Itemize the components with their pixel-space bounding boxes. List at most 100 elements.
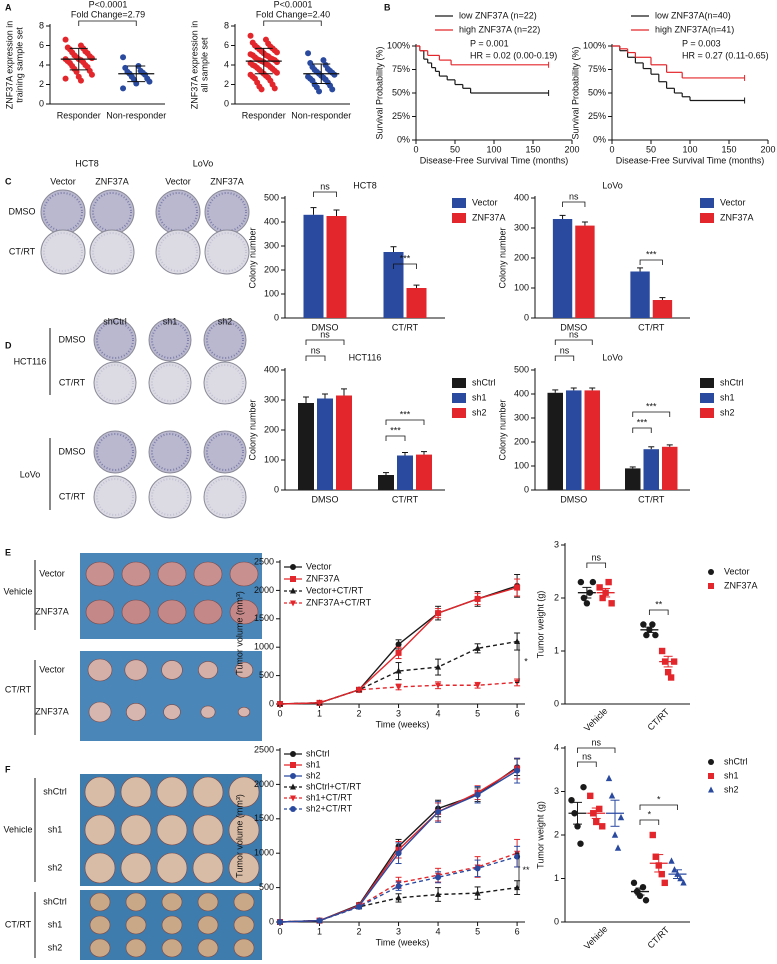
legend-label: ZNF37A (306, 573, 340, 583)
photo-label: LoVo (20, 469, 41, 479)
data-point (514, 679, 521, 686)
tumor (197, 892, 219, 912)
data-point (277, 701, 283, 708)
x-tick-label: 5 (475, 708, 480, 718)
y-tick-label: 8 (224, 20, 229, 30)
y-axis-label: Colony number (247, 399, 257, 460)
culture-plate (148, 318, 192, 362)
x-tick-label: DMSO (312, 494, 339, 504)
legend-marker (290, 751, 296, 757)
tumor (89, 938, 111, 958)
chart-title: HCT8 (353, 180, 377, 190)
bar (298, 403, 314, 490)
data-point (395, 850, 402, 857)
plate-rim (206, 321, 244, 359)
data-point (277, 919, 283, 925)
data-point (639, 884, 647, 891)
y-tick-label: 2500 (254, 556, 274, 566)
culture-plate (93, 475, 137, 519)
y-tick-label: 2 (554, 592, 559, 602)
legend-label: sh2 (720, 407, 735, 417)
plate-rim (207, 192, 247, 232)
legend-swatch (700, 198, 714, 208)
data-point (658, 870, 665, 878)
data-point (608, 792, 616, 799)
photo-label: DMSO (9, 206, 36, 216)
tumor (200, 705, 216, 719)
photo-label: CT/RT (5, 684, 32, 694)
y-tick-label: 2 (224, 79, 229, 89)
photo-label: HCT116 (14, 356, 47, 366)
x-axis-label: Disease-Free Survival Time (months) (420, 155, 569, 165)
x-tick-label: 3 (396, 926, 401, 936)
data-point (258, 86, 265, 93)
tumor (84, 852, 116, 884)
legend-marker (290, 564, 296, 570)
y-tick-label: 0% (397, 134, 410, 144)
photo-label: shCtrl (43, 896, 67, 906)
data-point (577, 840, 584, 847)
significance-bracket (639, 819, 660, 825)
data-point (474, 865, 481, 872)
data-point (664, 669, 672, 676)
legend-label: ZNF37A+CT/RT (306, 597, 372, 607)
x-tick-label: CT/RT (638, 322, 665, 332)
legend-marker (290, 806, 296, 812)
data-point (630, 879, 638, 887)
legend-swatch (708, 569, 714, 575)
data-point (514, 884, 521, 891)
x-tick-label: CT/RT (645, 924, 671, 950)
significance-bracket (577, 747, 616, 753)
plate-rim (43, 192, 83, 232)
y-tick-label: 1 (554, 645, 559, 655)
photo-label: Vehicle (3, 586, 32, 596)
culture-plate (148, 361, 192, 405)
tumor (237, 706, 251, 718)
photo-label: Vector (39, 664, 65, 674)
tumor (229, 561, 259, 587)
photo-label: Vector (50, 176, 76, 186)
tumor (156, 814, 188, 846)
tumor (125, 892, 147, 912)
data-point (583, 600, 591, 607)
photo-label: sh1 (48, 919, 63, 929)
data-point (271, 85, 278, 92)
photo-label: CT/RT (5, 919, 32, 929)
tumor (197, 915, 219, 935)
x-tick-label: Responder (242, 110, 286, 120)
y-tick-label: 4 (224, 59, 229, 69)
legend-label: sh1 (472, 392, 487, 402)
significance-label: *** (400, 409, 411, 419)
photo-label: DMSO (59, 446, 86, 456)
legend-label: Vector+CT/RT (306, 585, 364, 595)
y-tick-label: 6 (39, 40, 44, 50)
data-point (661, 879, 668, 887)
y-tick-label: 300 (514, 412, 529, 422)
bar (662, 446, 678, 490)
data-point (88, 55, 95, 62)
y-tick-label: 4 (39, 59, 44, 69)
y-tick-label: 400 (514, 192, 529, 202)
significance-bracket (515, 852, 520, 888)
tumor (125, 938, 147, 958)
legend-label: ZNF37A (724, 580, 758, 590)
chart-title: HCT116 (349, 352, 382, 362)
bar (303, 214, 324, 318)
culture-plate (148, 475, 192, 519)
x-tick-label: DMSO (560, 322, 587, 332)
plate-rim (206, 433, 244, 471)
y-tick-label: 25% (588, 111, 606, 121)
culture-plate (155, 189, 201, 235)
data-point (611, 831, 619, 838)
y-tick-label: 1500 (254, 613, 274, 623)
data-point (435, 808, 442, 815)
bar (317, 398, 333, 490)
legend-label: low ZNF37A(n=40) (655, 10, 731, 20)
legend-label: shCtrl (720, 377, 744, 387)
significance-bracket (577, 761, 597, 767)
x-tick-label: 3 (396, 708, 401, 718)
data-point (435, 890, 442, 897)
significance-label: *** (637, 417, 648, 427)
data-point (435, 610, 442, 617)
